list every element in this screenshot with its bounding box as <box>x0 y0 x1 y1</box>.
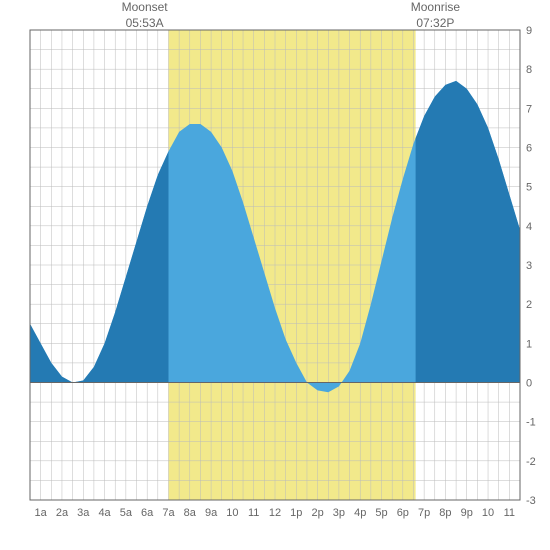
svg-text:5p: 5p <box>375 507 387 519</box>
svg-text:9: 9 <box>526 25 532 37</box>
svg-text:11: 11 <box>504 507 515 519</box>
svg-text:12: 12 <box>269 507 281 519</box>
svg-text:1: 1 <box>526 338 532 350</box>
svg-text:10: 10 <box>482 507 494 519</box>
svg-text:2: 2 <box>526 299 532 311</box>
svg-text:2a: 2a <box>56 507 69 519</box>
svg-text:7: 7 <box>526 103 532 115</box>
svg-text:7a: 7a <box>162 507 175 519</box>
svg-text:6: 6 <box>526 143 532 155</box>
svg-text:5: 5 <box>526 182 532 194</box>
svg-text:0: 0 <box>526 378 532 390</box>
tide-chart: Moonset 05:53A Moonrise 07:32P -3-2-1012… <box>0 0 550 550</box>
svg-text:-2: -2 <box>526 456 536 468</box>
moonset-time: 05:53A <box>126 16 164 30</box>
svg-text:1a: 1a <box>35 507 48 519</box>
moonset-title: Moonset <box>122 0 168 14</box>
svg-text:6a: 6a <box>141 507 154 519</box>
svg-text:3p: 3p <box>333 507 345 519</box>
svg-text:-1: -1 <box>526 417 536 429</box>
svg-text:8a: 8a <box>184 507 197 519</box>
moonrise-time: 07:32P <box>416 16 454 30</box>
svg-text:8p: 8p <box>439 507 451 519</box>
svg-text:8: 8 <box>526 64 532 76</box>
svg-text:5a: 5a <box>120 507 133 519</box>
moonrise-label: Moonrise 07:32P <box>405 0 465 31</box>
svg-text:10: 10 <box>226 507 238 519</box>
chart-svg: -3-2-101234567891a2a3a4a5a6a7a8a9a101112… <box>0 0 550 550</box>
svg-text:1p: 1p <box>290 507 302 519</box>
svg-text:4p: 4p <box>354 507 366 519</box>
svg-text:9p: 9p <box>461 507 473 519</box>
svg-text:3a: 3a <box>77 507 90 519</box>
svg-text:-3: -3 <box>526 495 536 507</box>
svg-text:2p: 2p <box>311 507 323 519</box>
svg-text:4: 4 <box>526 221 532 233</box>
svg-text:4a: 4a <box>98 507 111 519</box>
moonset-label: Moonset 05:53A <box>115 0 175 31</box>
svg-text:9a: 9a <box>205 507 218 519</box>
svg-text:11: 11 <box>248 507 259 519</box>
svg-text:7p: 7p <box>418 507 430 519</box>
moonrise-title: Moonrise <box>411 0 460 14</box>
svg-text:3: 3 <box>526 260 532 272</box>
svg-text:6p: 6p <box>397 507 409 519</box>
